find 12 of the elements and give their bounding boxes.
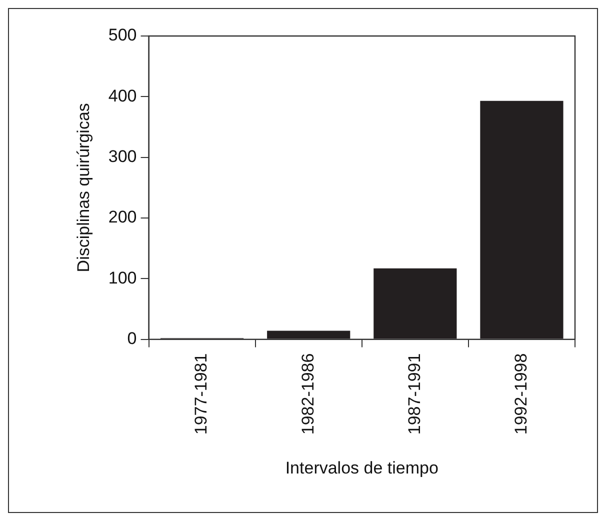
x-tick-label: 1982-1986: [298, 353, 318, 435]
y-axis-title: Disciplinas quirúrgicas: [74, 103, 93, 272]
x-tick-label: 1977-1981: [192, 353, 211, 435]
y-tick-label: 300: [108, 147, 137, 166]
y-tick-label: 100: [108, 268, 137, 288]
y-tick-label: 400: [108, 86, 137, 106]
x-tick-label: 1992-1998: [511, 353, 530, 435]
x-tick-label: 1987-1991: [404, 353, 424, 435]
y-tick-label: 0: [127, 328, 137, 348]
x-axis-title: Intervalos de tiempo: [285, 458, 438, 478]
y-tick-label: 200: [108, 208, 137, 227]
y-tick-label: 500: [108, 26, 137, 45]
